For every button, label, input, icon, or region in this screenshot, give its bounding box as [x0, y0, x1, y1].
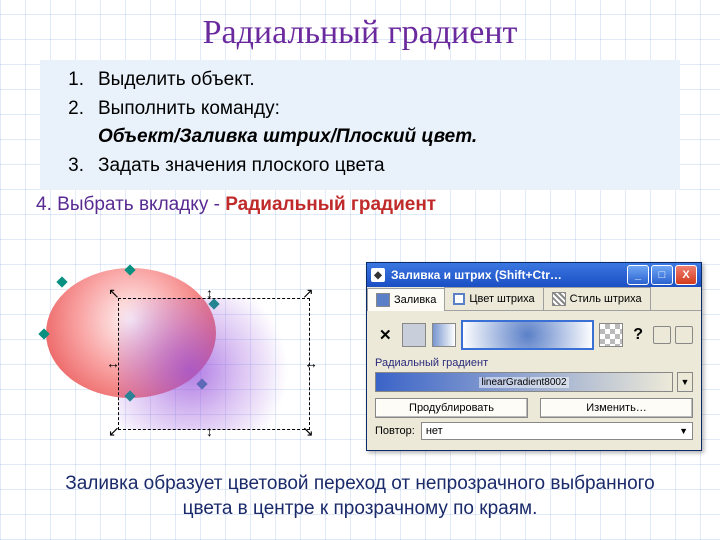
paint-flat-button[interactable]	[402, 323, 426, 347]
gradient-illustration: ↖ ↗ ↙ ↘ ↕ ↕ ↔ ↔	[40, 270, 320, 460]
paint-radial-button[interactable]	[462, 321, 594, 349]
step-1-text: Выделить объект.	[98, 66, 255, 95]
tab-stroke-paint[interactable]: Цвет штриха	[444, 287, 543, 310]
dialog-titlebar[interactable]: ◆ Заливка и штрих (Shift+Ctr… _ □ X	[367, 263, 701, 287]
misc-button-1[interactable]	[653, 326, 671, 344]
gradient-preview[interactable]: linearGradient8002	[375, 372, 673, 392]
page-title: Радиальный градиент	[0, 0, 720, 52]
dialog-title: Заливка и штрих (Shift+Ctr…	[391, 268, 627, 282]
resize-handle-icon	[56, 276, 67, 287]
step-1-number: 1.	[48, 66, 98, 95]
step-2-text: Выполнить команду:	[98, 95, 280, 124]
chevron-down-icon: ▼	[679, 426, 688, 436]
stroke-paint-tab-icon	[453, 293, 465, 305]
step-3-number: 3.	[48, 152, 98, 181]
sample-rectangle	[118, 298, 310, 430]
rotate-handle-icon: ↘	[302, 424, 314, 438]
fill-stroke-dialog: ◆ Заливка и штрих (Shift+Ctr… _ □ X Зали…	[366, 262, 702, 451]
minimize-button[interactable]: _	[627, 265, 649, 285]
duplicate-button[interactable]: Продублировать	[375, 398, 528, 418]
tab-fill[interactable]: Заливка	[367, 288, 445, 311]
stretch-handle-icon: ↕	[206, 424, 213, 438]
close-button[interactable]: X	[675, 265, 697, 285]
step-4-text: Выбрать вкладку -	[57, 194, 225, 215]
paint-unknown-button[interactable]: ?	[629, 326, 647, 344]
step-2-number: 2.	[48, 95, 98, 124]
stretch-handle-icon: ↕	[206, 286, 213, 300]
step-3-text: Задать значения плоского цвета	[98, 152, 385, 181]
app-icon: ◆	[371, 268, 385, 282]
repeat-label: Повтор:	[375, 425, 415, 437]
paint-none-button[interactable]: ✕	[375, 326, 396, 344]
gradient-name: linearGradient8002	[479, 377, 568, 388]
step-2-command: Объект/Заливка штрих/Плоский цвет.	[98, 123, 672, 152]
tab-stroke-paint-label: Цвет штриха	[469, 293, 534, 305]
footer-description: Заливка образует цветовой переход от неп…	[0, 471, 720, 522]
repeat-value: нет	[426, 425, 443, 437]
stretch-handle-icon: ↔	[304, 356, 318, 370]
dialog-panel: ✕ ? Радиальный градиент linearGradient80…	[367, 311, 701, 450]
tab-fill-label: Заливка	[394, 294, 436, 306]
step-4: 4. Выбрать вкладку - Радиальный градиент	[36, 194, 720, 216]
section-label: Радиальный градиент	[375, 357, 693, 369]
step-4-bold: Радиальный градиент	[225, 194, 436, 215]
stroke-style-tab-icon	[552, 292, 566, 306]
fill-tab-icon	[376, 293, 390, 307]
repeat-select[interactable]: нет ▼	[421, 422, 693, 440]
tab-stroke-style-label: Стиль штриха	[570, 293, 642, 305]
dialog-tabs: Заливка Цвет штриха Стиль штриха	[367, 287, 701, 311]
stretch-handle-icon: ↔	[106, 356, 120, 370]
rotate-handle-icon: ↗	[302, 286, 314, 300]
paint-type-row: ✕ ?	[375, 321, 693, 349]
tab-stroke-style[interactable]: Стиль штриха	[543, 287, 651, 310]
rotate-handle-icon: ↙	[108, 424, 120, 438]
misc-button-2[interactable]	[675, 326, 693, 344]
rotate-handle-icon: ↖	[108, 286, 120, 300]
misc-buttons	[653, 326, 693, 344]
paint-linear-button[interactable]	[432, 323, 456, 347]
edit-button[interactable]: Изменить…	[540, 398, 693, 418]
steps-list: 1. Выделить объект. 2. Выполнить команду…	[40, 60, 680, 190]
paint-pattern-button[interactable]	[599, 323, 623, 347]
step-4-number: 4.	[36, 194, 52, 215]
maximize-button[interactable]: □	[651, 265, 673, 285]
gradient-dropdown-button[interactable]: ▼	[677, 372, 693, 392]
